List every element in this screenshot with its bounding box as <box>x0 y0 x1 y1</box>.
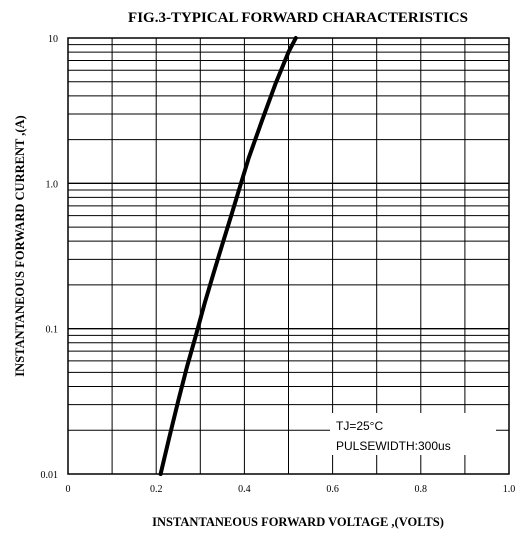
chart-title: FIG.3-TYPICAL FORWARD CHARACTERISTICS <box>128 10 468 26</box>
x-tick-label: 1.0 <box>503 484 516 495</box>
temperature-annotation: TJ=25°C <box>336 419 383 433</box>
x-tick-label: 0 <box>66 484 71 495</box>
x-axis-label: INSTANTANEOUS FORWARD VOLTAGE ,(VOLTS) <box>152 515 444 529</box>
forward-characteristic-curve <box>158 36 298 476</box>
x-tick-label: 0.4 <box>238 484 251 495</box>
y-tick-label: 10 <box>48 34 58 45</box>
x-tick-label: 0.8 <box>415 484 428 495</box>
plot-frame <box>67 37 510 475</box>
y-axis-label: INSTANTANEOUS FORWARD CURRENT ,(A) <box>13 115 27 376</box>
annotation-box <box>330 413 496 455</box>
tick-labels: 0 0.2 0.4 0.6 0.8 1.0 0.01 0.1 1.0 10 <box>41 34 516 495</box>
y-tick-label: 0.01 <box>41 470 59 481</box>
y-tick-label: 1.0 <box>46 179 59 190</box>
grid <box>68 38 509 474</box>
x-tick-label: 0.6 <box>326 484 339 495</box>
x-tick-label: 0.2 <box>150 484 163 495</box>
pulse-width-annotation: PULSEWIDTH:300us <box>336 439 451 453</box>
y-tick-label: 0.1 <box>46 325 59 336</box>
